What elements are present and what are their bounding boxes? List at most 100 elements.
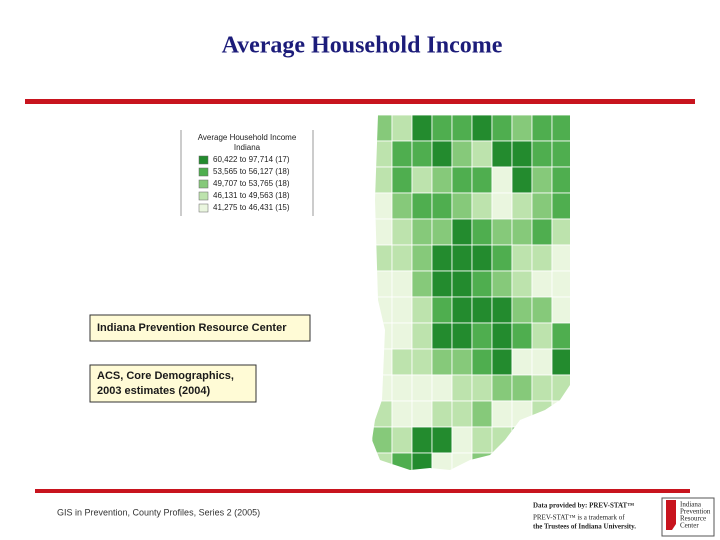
- county: [431, 115, 453, 142]
- source-text: Indiana Prevention Resource Center: [97, 322, 287, 334]
- title-rule: [25, 99, 695, 104]
- county: [471, 426, 493, 454]
- county: [511, 400, 533, 428]
- legend-label: 53,565 to 56,127 (18): [213, 167, 290, 176]
- county: [372, 115, 393, 142]
- county: [471, 374, 493, 402]
- county: [471, 140, 493, 168]
- county: [491, 218, 513, 246]
- county: [491, 270, 513, 298]
- county: [372, 218, 393, 246]
- county: [391, 192, 413, 220]
- legend-label: 41,275 to 46,431 (15): [213, 203, 290, 212]
- county: [391, 374, 413, 402]
- county: [471, 166, 493, 194]
- county: [391, 322, 413, 350]
- county: [531, 400, 553, 428]
- county: [372, 374, 393, 402]
- credit: PREV-STAT™ is a trademark of: [533, 514, 625, 522]
- county: [451, 374, 473, 402]
- county: [372, 400, 393, 428]
- county: [471, 270, 493, 298]
- county: [431, 348, 453, 376]
- county: [491, 348, 513, 376]
- county: [391, 140, 413, 168]
- county: [491, 452, 513, 470]
- county: [451, 192, 473, 220]
- credit: the Trustees of Indiana University.: [533, 523, 636, 531]
- county: [491, 244, 513, 272]
- county: [411, 452, 433, 470]
- county: [431, 218, 453, 246]
- county: [491, 192, 513, 220]
- county: [411, 270, 433, 298]
- logo-text: Indiana: [680, 501, 702, 509]
- county: [511, 166, 533, 194]
- county: [471, 244, 493, 272]
- county: [511, 426, 533, 454]
- county: [372, 270, 393, 298]
- county: [531, 426, 553, 454]
- county: [391, 166, 413, 194]
- county: [531, 452, 553, 470]
- county: [551, 244, 570, 272]
- county: [531, 374, 553, 402]
- county: [431, 400, 453, 428]
- county: [372, 348, 393, 376]
- county: [491, 296, 513, 324]
- county: [451, 452, 473, 470]
- county: [491, 322, 513, 350]
- county: [471, 322, 493, 350]
- county: [411, 348, 433, 376]
- county: [372, 244, 393, 272]
- county: [431, 244, 453, 272]
- footer: GIS in Prevention, County Profiles, Seri…: [57, 507, 260, 517]
- legend-label: 46,131 to 49,563 (18): [213, 191, 290, 200]
- county: [431, 192, 453, 220]
- county: [431, 452, 453, 470]
- county: [491, 400, 513, 428]
- county: [411, 322, 433, 350]
- county: [372, 322, 393, 350]
- county: [551, 166, 570, 194]
- county: [431, 270, 453, 298]
- county: [531, 296, 553, 324]
- county: [451, 244, 473, 272]
- county: [411, 166, 433, 194]
- county: [511, 374, 533, 402]
- legend-swatch: [198, 191, 209, 201]
- county: [451, 348, 473, 376]
- county: [391, 270, 413, 298]
- county: [451, 115, 473, 142]
- county: [511, 244, 533, 272]
- county: [391, 426, 413, 454]
- county: [451, 322, 473, 350]
- county: [551, 115, 570, 142]
- county: [471, 192, 493, 220]
- county: [471, 348, 493, 376]
- county: [551, 270, 570, 298]
- credit: Data provided by: PREV-STAT™: [533, 502, 634, 510]
- county: [531, 348, 553, 376]
- county: [551, 218, 570, 246]
- county: [551, 322, 570, 350]
- footer-rule: [35, 489, 690, 493]
- county: [411, 244, 433, 272]
- county: [471, 296, 493, 324]
- county: [471, 452, 493, 470]
- county: [411, 192, 433, 220]
- county: [471, 218, 493, 246]
- county: [451, 426, 473, 454]
- county: [511, 348, 533, 376]
- county: [551, 374, 570, 402]
- county: [372, 296, 393, 324]
- county: [511, 296, 533, 324]
- county: [451, 218, 473, 246]
- legend: Average Household Income Indiana 60,422 …: [180, 130, 314, 216]
- county: [551, 348, 570, 376]
- county: [551, 452, 570, 470]
- county: [372, 192, 393, 220]
- county: [451, 270, 473, 298]
- county: [451, 296, 473, 324]
